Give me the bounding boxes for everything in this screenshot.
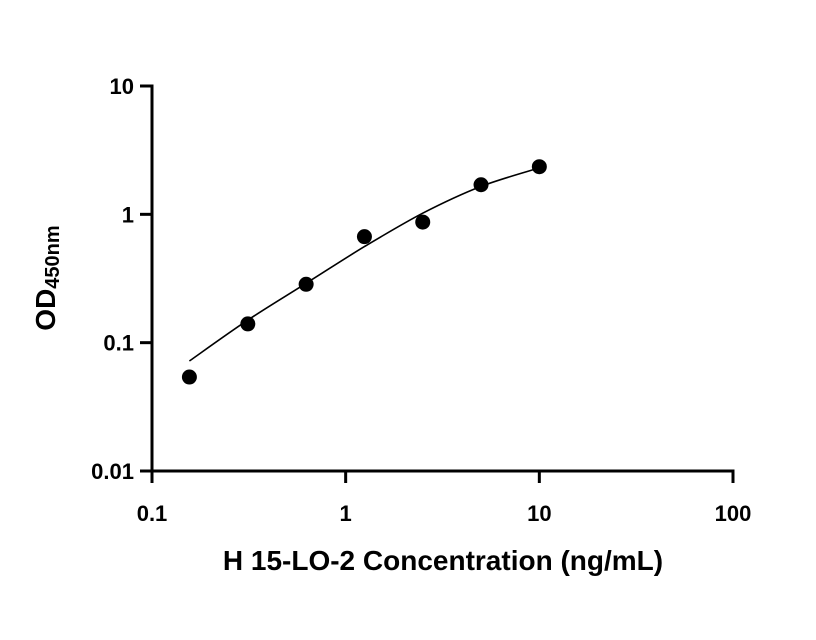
data-points xyxy=(181,159,547,385)
x-tick-label: 0.1 xyxy=(137,501,168,526)
fit-curve xyxy=(188,167,540,362)
data-point xyxy=(298,276,314,292)
y-tick-label: 10 xyxy=(110,74,134,99)
y-tick-label: 0.01 xyxy=(91,459,134,484)
data-point xyxy=(473,177,489,193)
y-axis-title-main: OD xyxy=(30,289,61,331)
y-ticks: 0.01 0.1 1 10 xyxy=(91,74,152,484)
axes xyxy=(150,84,735,473)
data-point xyxy=(356,229,372,245)
data-point xyxy=(240,316,256,332)
x-tick-label: 1 xyxy=(340,501,352,526)
y-tick-label: 0.1 xyxy=(103,331,134,356)
x-axis-title: H 15-LO-2 Concentration (ng/mL) xyxy=(223,545,663,576)
y-axis-title: OD450nm xyxy=(30,225,64,330)
y-tick-label: 1 xyxy=(122,202,134,227)
x-ticks: 0.1 1 10 100 xyxy=(137,471,752,526)
x-tick-label: 100 xyxy=(715,501,752,526)
data-point xyxy=(181,369,197,385)
data-point xyxy=(415,214,431,230)
y-axis-title-subscript: 450nm xyxy=(42,225,64,288)
data-point xyxy=(531,159,547,175)
x-tick-label: 10 xyxy=(527,501,551,526)
